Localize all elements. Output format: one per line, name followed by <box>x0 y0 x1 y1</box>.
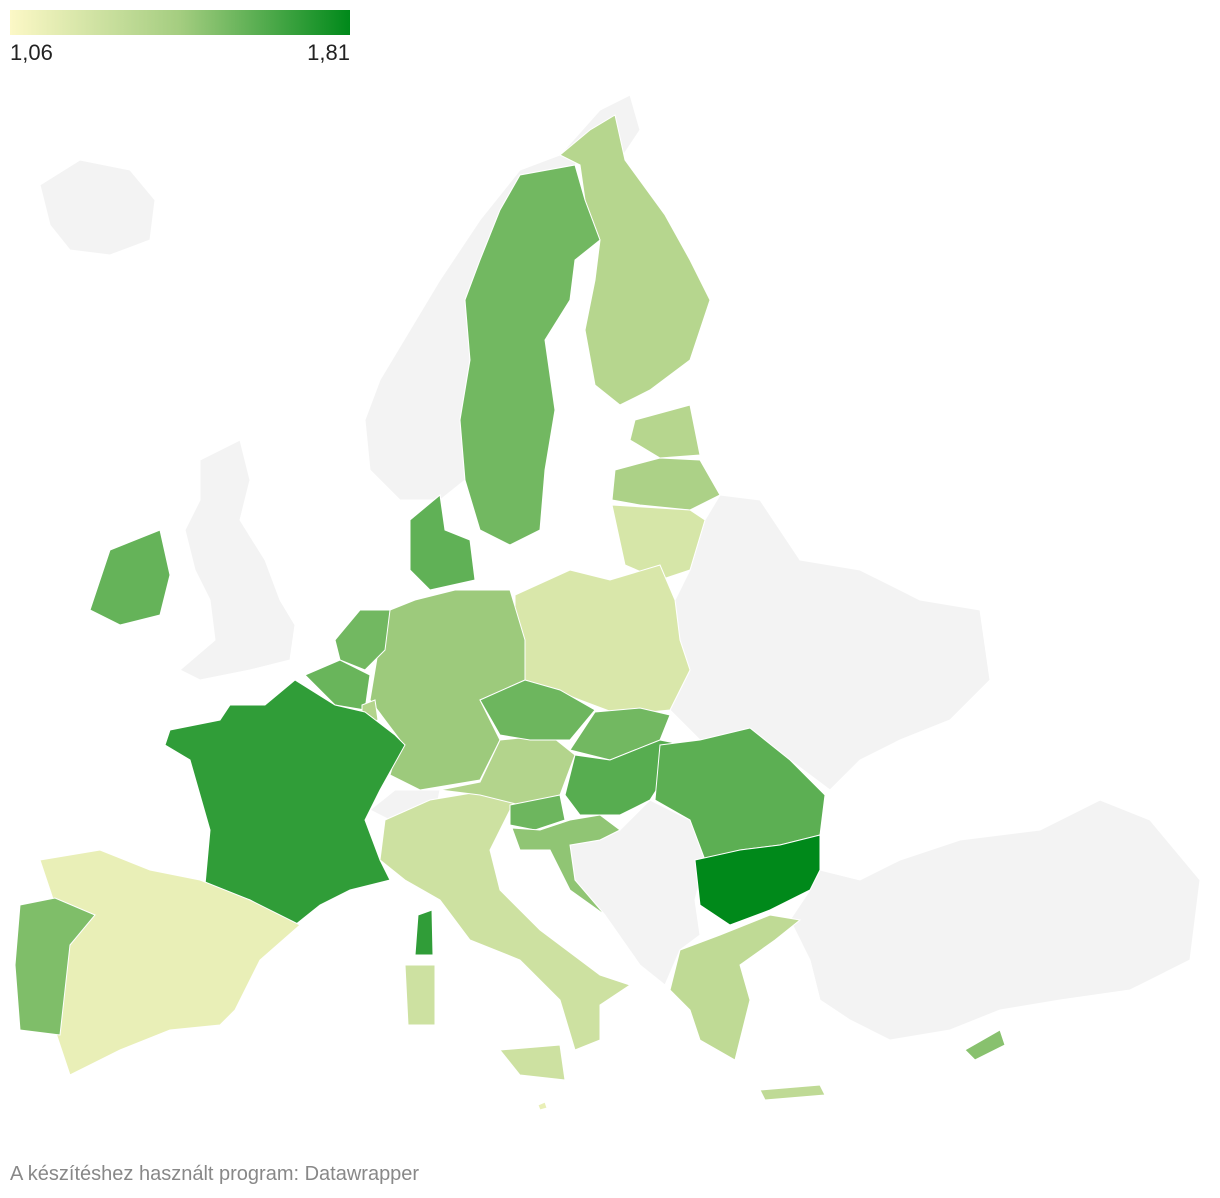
region <box>459 164 601 546</box>
region <box>479 679 596 741</box>
iceland <box>39 159 156 256</box>
region <box>611 504 706 581</box>
legend-gradient <box>10 10 350 35</box>
uk <box>179 439 296 681</box>
region <box>611 457 721 511</box>
region <box>14 897 96 1036</box>
region <box>564 739 686 816</box>
credit: A készítéshez használt program: Datawrap… <box>10 1163 419 1185</box>
region <box>369 589 526 791</box>
balkans <box>569 799 706 986</box>
region <box>409 494 476 591</box>
turkey <box>789 799 1201 1041</box>
legend-max-label: 1,81 <box>307 40 350 65</box>
region <box>669 914 802 1061</box>
region <box>499 1044 566 1081</box>
region <box>509 794 566 831</box>
region <box>759 1084 826 1101</box>
legend-min-label: 1,06 <box>10 40 53 65</box>
region <box>694 834 821 926</box>
region <box>414 909 434 956</box>
region <box>537 1101 548 1111</box>
region <box>89 529 171 626</box>
region <box>964 1029 1006 1061</box>
region <box>511 814 621 916</box>
region <box>304 659 371 711</box>
regions <box>14 114 1006 1111</box>
no-data-areas <box>39 94 1201 1041</box>
region <box>629 404 701 459</box>
region <box>164 679 406 926</box>
region <box>404 964 436 1026</box>
region <box>559 114 711 406</box>
